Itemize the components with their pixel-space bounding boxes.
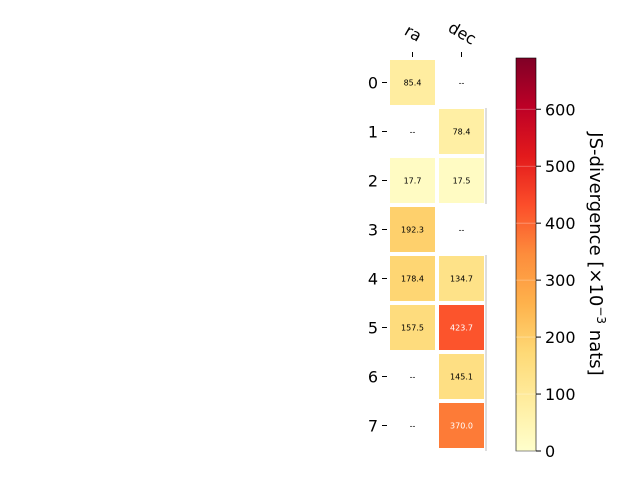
colorbar-tick-label-0: 0 bbox=[545, 442, 555, 461]
colorbar-title: JS-divergence [×10−3 nats] bbox=[585, 131, 608, 375]
y-tick-label-0: 0 bbox=[368, 74, 378, 93]
y-tick-label-1: 1 bbox=[368, 123, 378, 142]
cell-label-6-1: 145.1 bbox=[450, 373, 473, 382]
y-tick-label-7: 7 bbox=[368, 417, 378, 436]
heatmap-cell-7-1 bbox=[439, 403, 484, 448]
heatmap-cell-4-1 bbox=[439, 256, 484, 301]
colorbar: 0 100 200 300 400 500 600 JS-divergence [×10−3… bbox=[515, 57, 608, 461]
y-tick-label-5: 5 bbox=[368, 319, 378, 338]
heatmap-cell-5-0 bbox=[390, 305, 435, 350]
y-tick-label-3: 3 bbox=[368, 221, 378, 240]
cell-label-4-1: 134.7 bbox=[450, 275, 473, 284]
heatmap-cell-2-1 bbox=[439, 158, 484, 203]
y-tick-label-4: 4 bbox=[368, 270, 378, 289]
x-tick-label-0: ra bbox=[401, 21, 425, 46]
cell-label-5-1: 423.7 bbox=[450, 324, 473, 333]
colorbar-tick-label-3: 300 bbox=[545, 271, 576, 290]
colorbar-tick-label-5: 500 bbox=[545, 157, 576, 176]
cell-label-7-0: -- bbox=[410, 422, 416, 431]
cell-label-6-0: -- bbox=[410, 373, 416, 382]
heatmap-cell-4-0 bbox=[390, 256, 435, 301]
cell-label-5-0: 157.5 bbox=[401, 324, 424, 333]
heatmap-cell-5-1 bbox=[439, 305, 484, 350]
heatmap-grid: 85.4 -- -- 78.4 17.7 17.5 192.3 -- 178.4 134.7 157… bbox=[390, 60, 487, 451]
cell-label-3-0: 192.3 bbox=[401, 226, 424, 235]
cell-label-1-1: 78.4 bbox=[453, 128, 471, 137]
x-axis: ra dec bbox=[401, 18, 479, 57]
heatmap-cell-3-0 bbox=[390, 207, 435, 252]
colorbar-ticks: 0 100 200 300 400 500 600 bbox=[516, 100, 576, 461]
cell-label-2-1: 17.5 bbox=[453, 177, 471, 186]
colorbar-tick-label-1: 100 bbox=[545, 385, 576, 404]
cell-label-1-0: -- bbox=[410, 128, 416, 137]
colorbar-title-exponent: −3 bbox=[594, 306, 608, 324]
heatmap-cell-6-1 bbox=[439, 354, 484, 399]
cell-label-0-0: 85.4 bbox=[404, 79, 422, 88]
colorbar-tick-label-2: 200 bbox=[545, 328, 576, 347]
x-tick-label-1: dec bbox=[445, 18, 479, 49]
cell-label-3-1: -- bbox=[459, 226, 465, 235]
heatmap-cell-2-0 bbox=[390, 158, 435, 203]
heatmap-cell-1-1 bbox=[439, 109, 484, 154]
cell-label-4-0: 178.4 bbox=[401, 275, 424, 284]
y-axis: 0 1 2 3 4 5 6 7 bbox=[368, 74, 387, 436]
colorbar-gradient bbox=[515, 57, 537, 452]
cell-label-7-1: 370.0 bbox=[450, 422, 473, 431]
y-tick-label-2: 2 bbox=[368, 172, 378, 191]
heatmap-cell-0-0 bbox=[390, 60, 435, 105]
y-tick-label-6: 6 bbox=[368, 368, 378, 387]
colorbar-tick-label-6: 600 bbox=[545, 100, 576, 119]
cell-label-2-0: 17.7 bbox=[404, 177, 422, 186]
colorbar-tick-label-4: 400 bbox=[545, 214, 576, 233]
cell-label-0-1: -- bbox=[459, 79, 465, 88]
